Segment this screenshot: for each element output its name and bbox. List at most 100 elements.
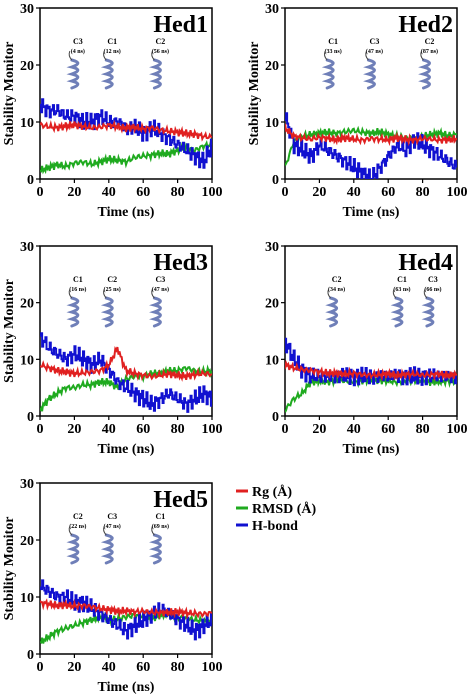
cluster-c2: C2 (56 ns) — [149, 37, 169, 90]
cluster-time: (87 ns) — [421, 48, 438, 55]
x-tick-label: 80 — [416, 185, 430, 200]
cluster-c3: C3 (47 ns) — [363, 37, 383, 90]
panel-title: Hed4 — [398, 250, 453, 276]
x-tick-label: 100 — [202, 185, 223, 200]
cluster-c3: C3 (47 ns) — [100, 512, 121, 565]
y-tick-label: 30 — [20, 477, 34, 492]
cluster-name: C3 — [428, 275, 438, 284]
x-tick-label: 40 — [102, 422, 116, 437]
x-tick-label: 40 — [347, 185, 361, 200]
helix-tail-icon — [392, 288, 397, 299]
panel-hed4: 0 10 20 30 0 20 40 60 80 100 Time (ns) Hed4 C2 (34 ns… — [265, 240, 468, 457]
series-line-rmsd — [40, 364, 212, 412]
cluster-c2: C2 (25 ns) — [100, 275, 121, 328]
legend: Rg (Å)RMSD (Å) H-bond — [236, 484, 316, 534]
y-tick-label: 0 — [27, 648, 34, 663]
x-tick-label: 100 — [202, 422, 223, 437]
panel-hed5: 0 10 20 30 0 20 40 60 80 100 Time (ns) Stability Mo… — [2, 477, 223, 695]
cluster-name: C3 — [107, 512, 117, 521]
helix-icon — [149, 296, 162, 328]
y-tick-label: 20 — [265, 59, 279, 74]
cluster-c2: C2 (22 ns) — [66, 512, 86, 565]
legend-label: Rg (Å) — [252, 484, 292, 500]
helix-icon — [66, 533, 80, 565]
x-tick-label: 100 — [447, 422, 468, 437]
legend-label: H-bond — [252, 519, 298, 534]
panel-hed2: 0 10 20 30 0 20 40 60 80 100 Time (ns) Stability Mo… — [247, 2, 468, 220]
series-line-rg — [40, 119, 212, 142]
cluster-name: C1 — [328, 37, 338, 46]
panel-title: Hed5 — [153, 487, 208, 513]
cluster-c3: C3 (47 ns) — [149, 275, 169, 328]
helix-tail-icon — [68, 525, 73, 536]
y-axis-label: Stability Monitor — [2, 279, 17, 383]
x-tick-label: 20 — [312, 422, 326, 437]
x-tick-label: 0 — [37, 185, 44, 200]
legend-label: RMSD (Å) — [252, 501, 316, 517]
cluster-name: C1 — [107, 37, 117, 46]
helix-tail-icon — [420, 50, 424, 61]
y-tick-label: 20 — [20, 59, 34, 74]
x-axis-label: Time (ns) — [343, 442, 400, 457]
cluster-name: C2 — [73, 512, 83, 521]
cluster-time: (47 ns) — [152, 286, 169, 293]
helix-tail-icon — [68, 288, 73, 299]
cluster-name: C2 — [425, 37, 435, 46]
helix-tail-icon — [423, 288, 428, 299]
helix-tail-icon — [151, 288, 155, 299]
y-tick-label: 10 — [265, 353, 279, 368]
helix-tail-icon — [327, 288, 331, 299]
cluster-name: C2 — [107, 275, 117, 284]
x-tick-label: 80 — [416, 422, 430, 437]
helix-tail-icon — [68, 50, 73, 61]
x-axis-label: Time (ns) — [98, 680, 155, 695]
y-tick-label: 30 — [265, 240, 279, 255]
helix-icon — [100, 296, 114, 328]
y-tick-label: 20 — [265, 297, 279, 312]
panel-title: Hed3 — [153, 250, 208, 276]
y-tick-label: 0 — [272, 410, 279, 425]
helix-icon — [325, 296, 339, 328]
plot-frame — [39, 245, 213, 417]
x-tick-label: 60 — [381, 422, 395, 437]
helix-icon — [66, 296, 80, 328]
cluster-time: (63 ns) — [393, 286, 410, 293]
x-tick-label: 40 — [102, 185, 116, 200]
y-tick-label: 30 — [265, 2, 279, 17]
cluster-time: (12 ns) — [104, 48, 121, 55]
y-tick-label: 20 — [20, 297, 34, 312]
series-line-rmsd — [40, 137, 212, 175]
cluster-time: (66 ns) — [424, 286, 441, 293]
cluster-name: C1 — [156, 512, 166, 521]
plot-frame — [39, 7, 213, 180]
helix-tail-icon — [103, 525, 107, 536]
cluster-c1: C1 (69 ns) — [149, 512, 169, 565]
cluster-name: C2 — [332, 275, 342, 284]
x-axis-label: Time (ns) — [343, 205, 400, 220]
helix-icon — [321, 58, 335, 90]
y-tick-label: 10 — [20, 353, 34, 368]
cluster-time: (22 ns) — [69, 523, 86, 530]
x-tick-label: 20 — [67, 422, 81, 437]
y-tick-label: 0 — [27, 173, 34, 188]
x-tick-label: 0 — [282, 185, 289, 200]
y-tick-label: 30 — [20, 2, 34, 17]
x-tick-label: 60 — [136, 185, 150, 200]
cluster-name: C3 — [73, 37, 83, 46]
cluster-c2: C2 (87 ns) — [418, 37, 438, 90]
helix-icon — [363, 58, 376, 90]
panel-hed3: 0 10 20 30 0 20 40 60 80 100 Time (ns) Stability Mo… — [2, 240, 223, 457]
cluster-c1: C1 (63 ns) — [390, 275, 411, 328]
cluster-time: (34 ns) — [328, 286, 345, 293]
x-tick-label: 0 — [37, 422, 44, 437]
x-tick-label: 100 — [202, 660, 223, 675]
cluster-name: C3 — [370, 37, 380, 46]
x-tick-label: 60 — [136, 660, 150, 675]
helix-icon — [149, 58, 162, 90]
x-axis-label: Time (ns) — [98, 442, 155, 457]
y-tick-label: 10 — [20, 591, 34, 606]
x-tick-label: 0 — [37, 660, 44, 675]
helix-tail-icon — [324, 50, 328, 61]
helix-tail-icon — [365, 50, 369, 61]
